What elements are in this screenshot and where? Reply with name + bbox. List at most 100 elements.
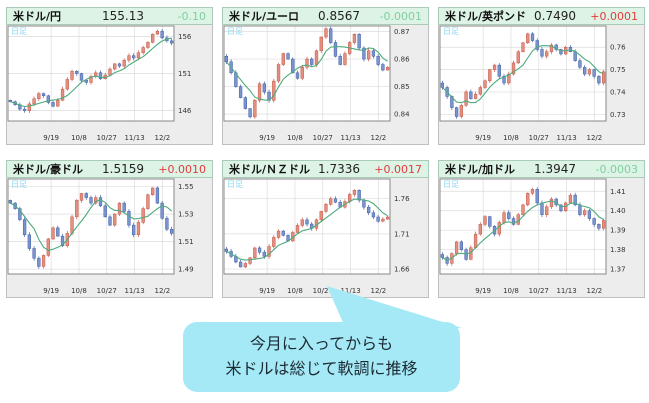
- svg-text:12/2: 12/2: [587, 134, 603, 142]
- svg-text:1.40: 1.40: [610, 207, 626, 215]
- svg-text:9/19: 9/19: [475, 287, 491, 295]
- pair-label: 米ドル/ユーロ: [229, 10, 300, 23]
- price-value: 1.7336: [318, 162, 360, 176]
- candlestick-chart: 1.76 1.71 1.66 日足 9/19 10/8 10/27 11/13 12/2: [223, 178, 428, 297]
- svg-text:9/19: 9/19: [475, 134, 491, 142]
- candlestick-chart: 0.87 0.86 0.85 0.84 日足 9/19 10/8 10/27 11/13 12/2: [223, 25, 428, 144]
- svg-text:9/19: 9/19: [43, 134, 59, 142]
- svg-text:1.53: 1.53: [178, 211, 194, 219]
- svg-text:0.84: 0.84: [394, 111, 410, 119]
- svg-text:10/27: 10/27: [97, 287, 117, 295]
- svg-text:1.51: 1.51: [178, 238, 194, 246]
- svg-text:日足: 日足: [227, 180, 243, 189]
- svg-text:1.49: 1.49: [178, 266, 194, 274]
- candlestick-chart: 1.55 1.53 1.51 1.49 日足 9/19 10/8 10/27 11/13 12/2: [7, 178, 212, 297]
- svg-text:11/13: 11/13: [340, 287, 360, 295]
- svg-text:日足: 日足: [11, 180, 27, 189]
- change-value: -0.0001: [379, 9, 422, 23]
- chart-panel-usdjpy[interactable]: 米ドル/円 155.13 -0.10 156 151 146 日足 9/19 10/8 10…: [6, 7, 213, 145]
- svg-text:1.71: 1.71: [394, 230, 410, 238]
- svg-text:日足: 日足: [11, 27, 27, 36]
- chart-header: 米ドル/ユーロ 0.8567 -0.0001: [222, 7, 429, 25]
- svg-text:日足: 日足: [443, 27, 459, 36]
- svg-text:10/8: 10/8: [71, 134, 87, 142]
- candlestick-chart: 1.41 1.40 1.39 1.38 1.37 日足 9/19 10/8 10/27 11/13…: [439, 178, 644, 297]
- svg-text:12/2: 12/2: [587, 287, 603, 295]
- bubble-text-line2: 米ドルは総じて軟調に推移: [225, 359, 418, 378]
- svg-text:9/19: 9/19: [259, 134, 275, 142]
- change-value: +0.0017: [374, 162, 422, 176]
- price-value: 155.13: [102, 9, 144, 23]
- svg-text:1.39: 1.39: [610, 227, 626, 235]
- svg-text:1.76: 1.76: [394, 195, 410, 203]
- chart-panel-usdaud[interactable]: 米ドル/豪ドル 1.5159 +0.0010 1.55 1.53 1.51 1.49 日…: [6, 160, 213, 298]
- svg-text:0.85: 0.85: [394, 83, 410, 91]
- chart-body: 156 151 146 日足 9/19 10/8 10/27 11/13 12/2: [6, 25, 213, 145]
- chart-panel-usdeur[interactable]: 米ドル/ユーロ 0.8567 -0.0001 0.87 0.86 0.85 0.84 日…: [222, 7, 429, 145]
- svg-text:1.55: 1.55: [178, 183, 194, 191]
- svg-text:11/13: 11/13: [556, 287, 576, 295]
- svg-text:12/2: 12/2: [155, 134, 171, 142]
- svg-text:10/27: 10/27: [529, 287, 549, 295]
- svg-text:10/8: 10/8: [503, 287, 519, 295]
- candlestick-chart: 156 151 146 日足 9/19 10/8 10/27 11/13 12/2: [7, 25, 212, 144]
- svg-text:10/27: 10/27: [313, 134, 333, 142]
- chart-panel-usdnzd[interactable]: 米ドル/ＮＺドル 1.7336 +0.0017 1.76 1.71 1.66 日足 9/…: [222, 160, 429, 298]
- pair-label: 米ドル/円: [13, 10, 62, 23]
- svg-text:0.76: 0.76: [610, 44, 626, 52]
- chart-header: 米ドル/豪ドル 1.5159 +0.0010: [6, 160, 213, 178]
- svg-text:0.73: 0.73: [610, 111, 626, 119]
- change-value: -0.10: [177, 9, 206, 23]
- svg-text:156: 156: [178, 33, 192, 41]
- svg-text:10/27: 10/27: [529, 134, 549, 142]
- chart-header: 米ドル/加ドル 1.3947 -0.0003: [438, 160, 645, 178]
- svg-text:1.37: 1.37: [610, 266, 626, 274]
- svg-text:0.87: 0.87: [394, 28, 410, 36]
- svg-text:日足: 日足: [443, 180, 459, 189]
- price-value: 0.8567: [318, 9, 360, 23]
- chart-header: 米ドル/円 155.13 -0.10: [6, 7, 213, 25]
- pair-label: 米ドル/豪ドル: [13, 163, 84, 176]
- svg-text:10/8: 10/8: [287, 134, 303, 142]
- svg-text:0.75: 0.75: [610, 66, 626, 74]
- chart-panel-usdgbp[interactable]: 米ドル/英ポンド 0.7490 +0.0001 0.76 0.75 0.74 0.73…: [438, 7, 645, 145]
- change-value: -0.0003: [595, 162, 638, 176]
- svg-text:11/13: 11/13: [124, 134, 144, 142]
- svg-text:10/8: 10/8: [287, 287, 303, 295]
- svg-text:10/8: 10/8: [71, 287, 87, 295]
- price-value: 1.3947: [534, 162, 576, 176]
- svg-text:1.38: 1.38: [610, 246, 626, 254]
- chart-panel-usdcad[interactable]: 米ドル/加ドル 1.3947 -0.0003 1.41 1.40 1.39 1.38 1…: [438, 160, 645, 298]
- svg-text:10/8: 10/8: [503, 134, 519, 142]
- svg-text:12/2: 12/2: [371, 134, 387, 142]
- chart-header: 米ドル/英ポンド 0.7490 +0.0001: [438, 7, 645, 25]
- svg-text:11/13: 11/13: [124, 287, 144, 295]
- chart-body: 1.76 1.71 1.66 日足 9/19 10/8 10/27 11/13 12/2: [222, 178, 429, 298]
- svg-text:12/2: 12/2: [155, 287, 171, 295]
- chart-body: 1.55 1.53 1.51 1.49 日足 9/19 10/8 10/27 11/13 12/2: [6, 178, 213, 298]
- price-value: 1.5159: [102, 162, 144, 176]
- annotation-speech-bubble: 今月に入ってからも 米ドルは総じて軟調に推移: [183, 322, 460, 392]
- svg-text:146: 146: [178, 107, 192, 115]
- svg-text:9/19: 9/19: [43, 287, 59, 295]
- chart-header: 米ドル/ＮＺドル 1.7336 +0.0017: [222, 160, 429, 178]
- bubble-text-line1: 今月に入ってからも: [249, 334, 394, 354]
- svg-text:151: 151: [178, 70, 191, 78]
- price-value: 0.7490: [534, 9, 576, 23]
- svg-text:12/2: 12/2: [371, 287, 387, 295]
- pair-label: 米ドル/加ドル: [445, 163, 516, 176]
- svg-text:10/27: 10/27: [97, 134, 117, 142]
- change-value: +0.0010: [158, 162, 206, 176]
- pair-label: 米ドル/英ポンド: [445, 10, 527, 23]
- svg-text:0.86: 0.86: [394, 56, 410, 64]
- chart-body: 1.41 1.40 1.39 1.38 1.37 日足 9/19 10/8 10/27 11/13…: [438, 178, 645, 298]
- chart-body: 0.87 0.86 0.85 0.84 日足 9/19 10/8 10/27 11/13 12/2: [222, 25, 429, 145]
- change-value: +0.0001: [590, 9, 638, 23]
- svg-text:日足: 日足: [227, 27, 243, 36]
- svg-text:10/27: 10/27: [313, 287, 333, 295]
- svg-text:11/13: 11/13: [556, 134, 576, 142]
- candlestick-chart: 0.76 0.75 0.74 0.73 日足 9/19 10/8 10/27 11/13 12/2: [439, 25, 644, 144]
- svg-text:0.74: 0.74: [610, 88, 626, 96]
- svg-text:1.66: 1.66: [394, 266, 410, 274]
